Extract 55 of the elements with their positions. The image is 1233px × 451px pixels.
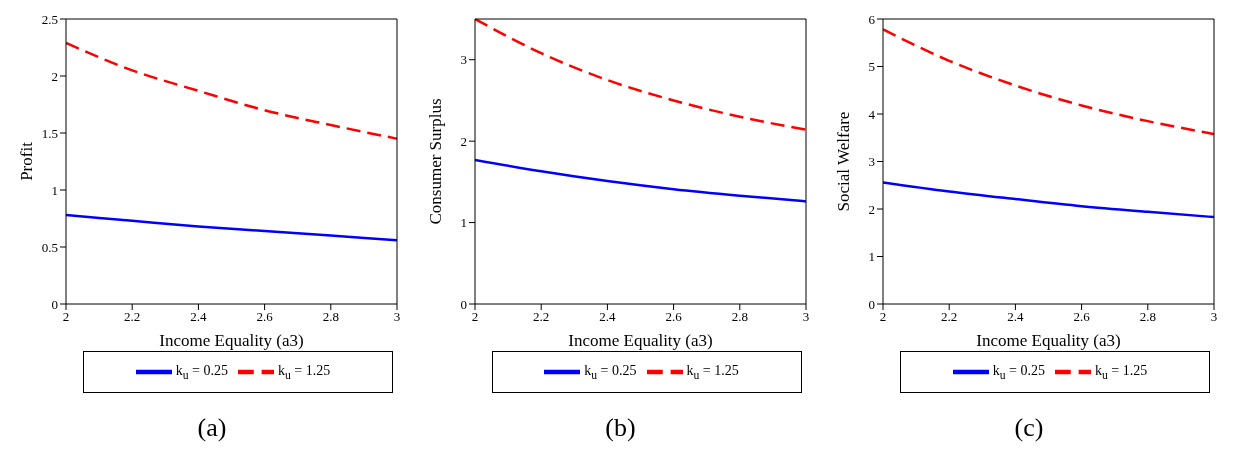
- y-tick-label: 2: [868, 201, 875, 217]
- y-tick-label: 2.5: [41, 11, 58, 27]
- text: (a): [196, 413, 228, 443]
- legend-label: k$_{u}$ = 1.25: [278, 363, 331, 383]
- line-series: [883, 28, 1214, 136]
- y-axis-title: Social Welfare: [834, 111, 854, 212]
- line-series: [883, 181, 1214, 219]
- x-tick-label: 2: [62, 309, 70, 325]
- y-tick-label: 0: [460, 296, 467, 312]
- x-tick-label: 2: [879, 309, 887, 325]
- x-tick-label: 3: [802, 309, 809, 325]
- y-tick-label: 0: [51, 296, 58, 312]
- legend-label: k$_{u}$ = 0.25: [584, 363, 637, 383]
- legend-label: k$_{u}$ = 1.25: [686, 363, 739, 383]
- x-axis-title: Income Equality (a3): [567, 331, 713, 350]
- y-tick-label: 2: [460, 133, 467, 149]
- text: (c): [1013, 413, 1045, 443]
- x-tick-label: 2.6: [256, 309, 274, 325]
- y-tick-label: 6: [868, 11, 876, 27]
- y-tick-label: 3: [868, 154, 875, 170]
- y-tick-label: 1: [51, 182, 58, 198]
- legend-label: k$_{u}$ = 1.25: [1095, 363, 1148, 383]
- y-tick-label: 5: [868, 59, 875, 75]
- x-tick-label: 2.4: [1007, 309, 1025, 325]
- y-tick-label: 1: [868, 249, 875, 265]
- legend-label: k$_{u}$ = 0.25: [175, 363, 228, 383]
- x-tick-label: 2.4: [190, 309, 208, 325]
- line-series: [66, 213, 397, 242]
- x-axis-title: Income Equality (a3): [976, 331, 1121, 350]
- x-tick-label: 2.8: [731, 309, 748, 325]
- x-axis-title: Income Equality (a3): [159, 331, 304, 350]
- y-tick-label: 1: [460, 215, 467, 231]
- x-tick-label: 2.4: [598, 309, 616, 325]
- y-tick-label: 0: [868, 296, 875, 312]
- x-tick-label: 2.6: [664, 309, 682, 325]
- y-tick-label: 4: [868, 106, 876, 122]
- x-tick-label: 2.2: [532, 309, 549, 325]
- x-tick-label: 2.2: [124, 309, 141, 325]
- legend-label: k$_{u}$ = 0.25: [992, 363, 1045, 383]
- text: (b): [604, 413, 637, 443]
- x-tick-label: 2: [471, 309, 478, 325]
- x-tick-label: 2.8: [1139, 309, 1156, 325]
- x-tick-label: 2.8: [322, 309, 339, 325]
- x-tick-label: 3: [393, 309, 401, 325]
- line-series: [474, 158, 806, 203]
- x-tick-label: 3: [1210, 309, 1218, 325]
- y-tick-label: 1.5: [41, 125, 58, 141]
- y-tick-label: 2: [51, 68, 58, 84]
- y-axis-title: Consumer Surplus: [425, 98, 445, 225]
- line-series: [66, 41, 397, 140]
- y-tick-label: 0.5: [41, 239, 58, 255]
- y-tick-label: 3: [460, 52, 467, 68]
- y-axis-title: Profit: [17, 141, 37, 181]
- x-tick-label: 2.2: [941, 309, 958, 325]
- x-tick-label: 2.6: [1073, 309, 1091, 325]
